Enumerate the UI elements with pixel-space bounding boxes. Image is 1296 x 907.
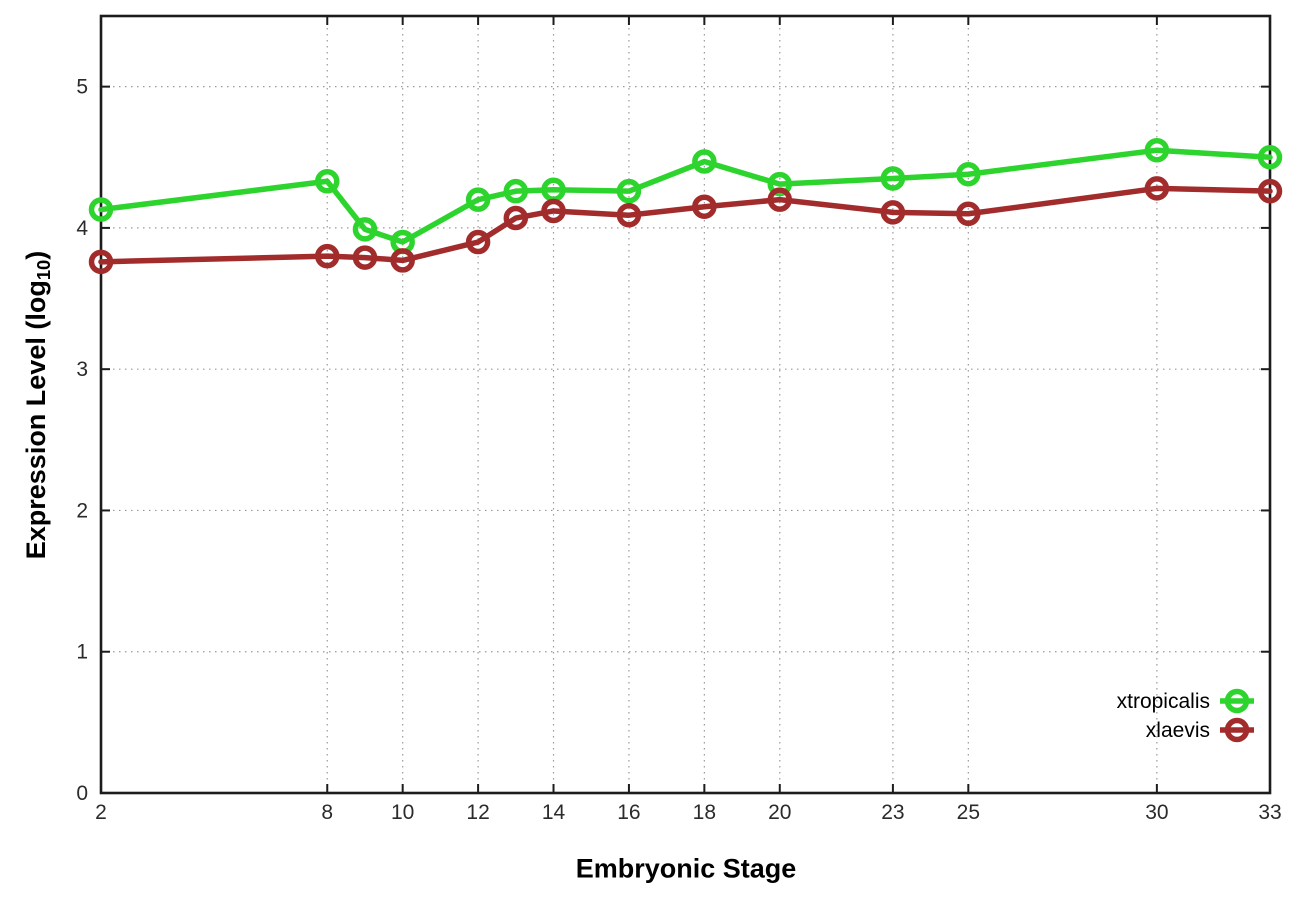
legend-label-xtropicalis: xtropicalis xyxy=(1117,690,1210,713)
data-point-xlaevis xyxy=(616,202,642,228)
y-tick-label: 3 xyxy=(76,358,88,381)
y-axis-title-suffix: ) xyxy=(20,250,51,260)
y-axis-title: Expression Level (log10) xyxy=(21,251,55,560)
x-tick-label: 2 xyxy=(95,801,107,824)
data-point-xtropicalis xyxy=(767,171,793,197)
x-tick-label: 8 xyxy=(321,801,333,824)
data-point-xlaevis xyxy=(315,243,340,269)
data-point-xlaevis xyxy=(956,201,981,227)
x-tick-label: 12 xyxy=(466,801,489,824)
data-point-xtropicalis xyxy=(956,161,981,187)
data-point-xlaevis xyxy=(880,200,906,225)
data-point-xtropicalis xyxy=(503,178,529,204)
x-tick-label: 33 xyxy=(1258,801,1281,824)
data-point-xtropicalis xyxy=(352,217,378,242)
series-line-xtropicalis xyxy=(98,147,1273,245)
x-tick-label: 25 xyxy=(957,801,980,824)
y-tick-label: 0 xyxy=(76,782,88,805)
data-point-xlaevis xyxy=(692,194,717,219)
data-point-xlaevis xyxy=(767,187,793,212)
data-point-xlaevis xyxy=(390,248,415,273)
data-point-xtropicalis xyxy=(616,178,642,204)
data-point-xlaevis xyxy=(465,229,491,255)
y-tick-label: 2 xyxy=(76,499,88,522)
data-point-xlaevis xyxy=(503,205,529,231)
y-tick-label: 1 xyxy=(76,641,88,664)
legend-marker-xtropicalis xyxy=(1224,688,1250,714)
x-tick-label: 30 xyxy=(1145,801,1168,824)
x-tick-label: 18 xyxy=(693,801,716,824)
data-point-xtropicalis xyxy=(692,149,717,174)
y-axis-title-text: Expression Level (log xyxy=(20,280,51,560)
legend-marker-xlaevis xyxy=(1224,717,1250,743)
x-tick-label: 16 xyxy=(617,801,640,824)
data-point-xlaevis xyxy=(1144,176,1170,201)
data-point-xtropicalis xyxy=(1257,145,1283,170)
series-line-xlaevis xyxy=(98,185,1273,265)
data-point-xtropicalis xyxy=(880,166,906,191)
x-tick-label: 23 xyxy=(881,801,904,824)
y-tick-label: 5 xyxy=(76,76,88,99)
data-point-xtropicalis xyxy=(315,169,340,194)
y-axis-title-subscript: 10 xyxy=(33,259,55,281)
data-point-xlaevis xyxy=(541,198,566,224)
y-tick-label: 4 xyxy=(76,217,88,240)
data-point-xlaevis xyxy=(1257,178,1283,204)
data-point-xlaevis xyxy=(352,245,378,270)
data-point-xtropicalis xyxy=(1144,137,1170,163)
data-point-xtropicalis xyxy=(465,187,491,212)
legend-label-xlaevis: xlaevis xyxy=(1146,719,1210,742)
x-axis-title: Embryonic Stage xyxy=(575,853,797,884)
x-tick-label: 20 xyxy=(768,801,791,824)
x-tick-label: 14 xyxy=(542,801,566,824)
x-tick-label: 10 xyxy=(391,801,414,824)
data-point-xlaevis xyxy=(88,249,114,275)
plot-border xyxy=(99,14,1272,795)
data-point-xtropicalis xyxy=(88,197,114,222)
